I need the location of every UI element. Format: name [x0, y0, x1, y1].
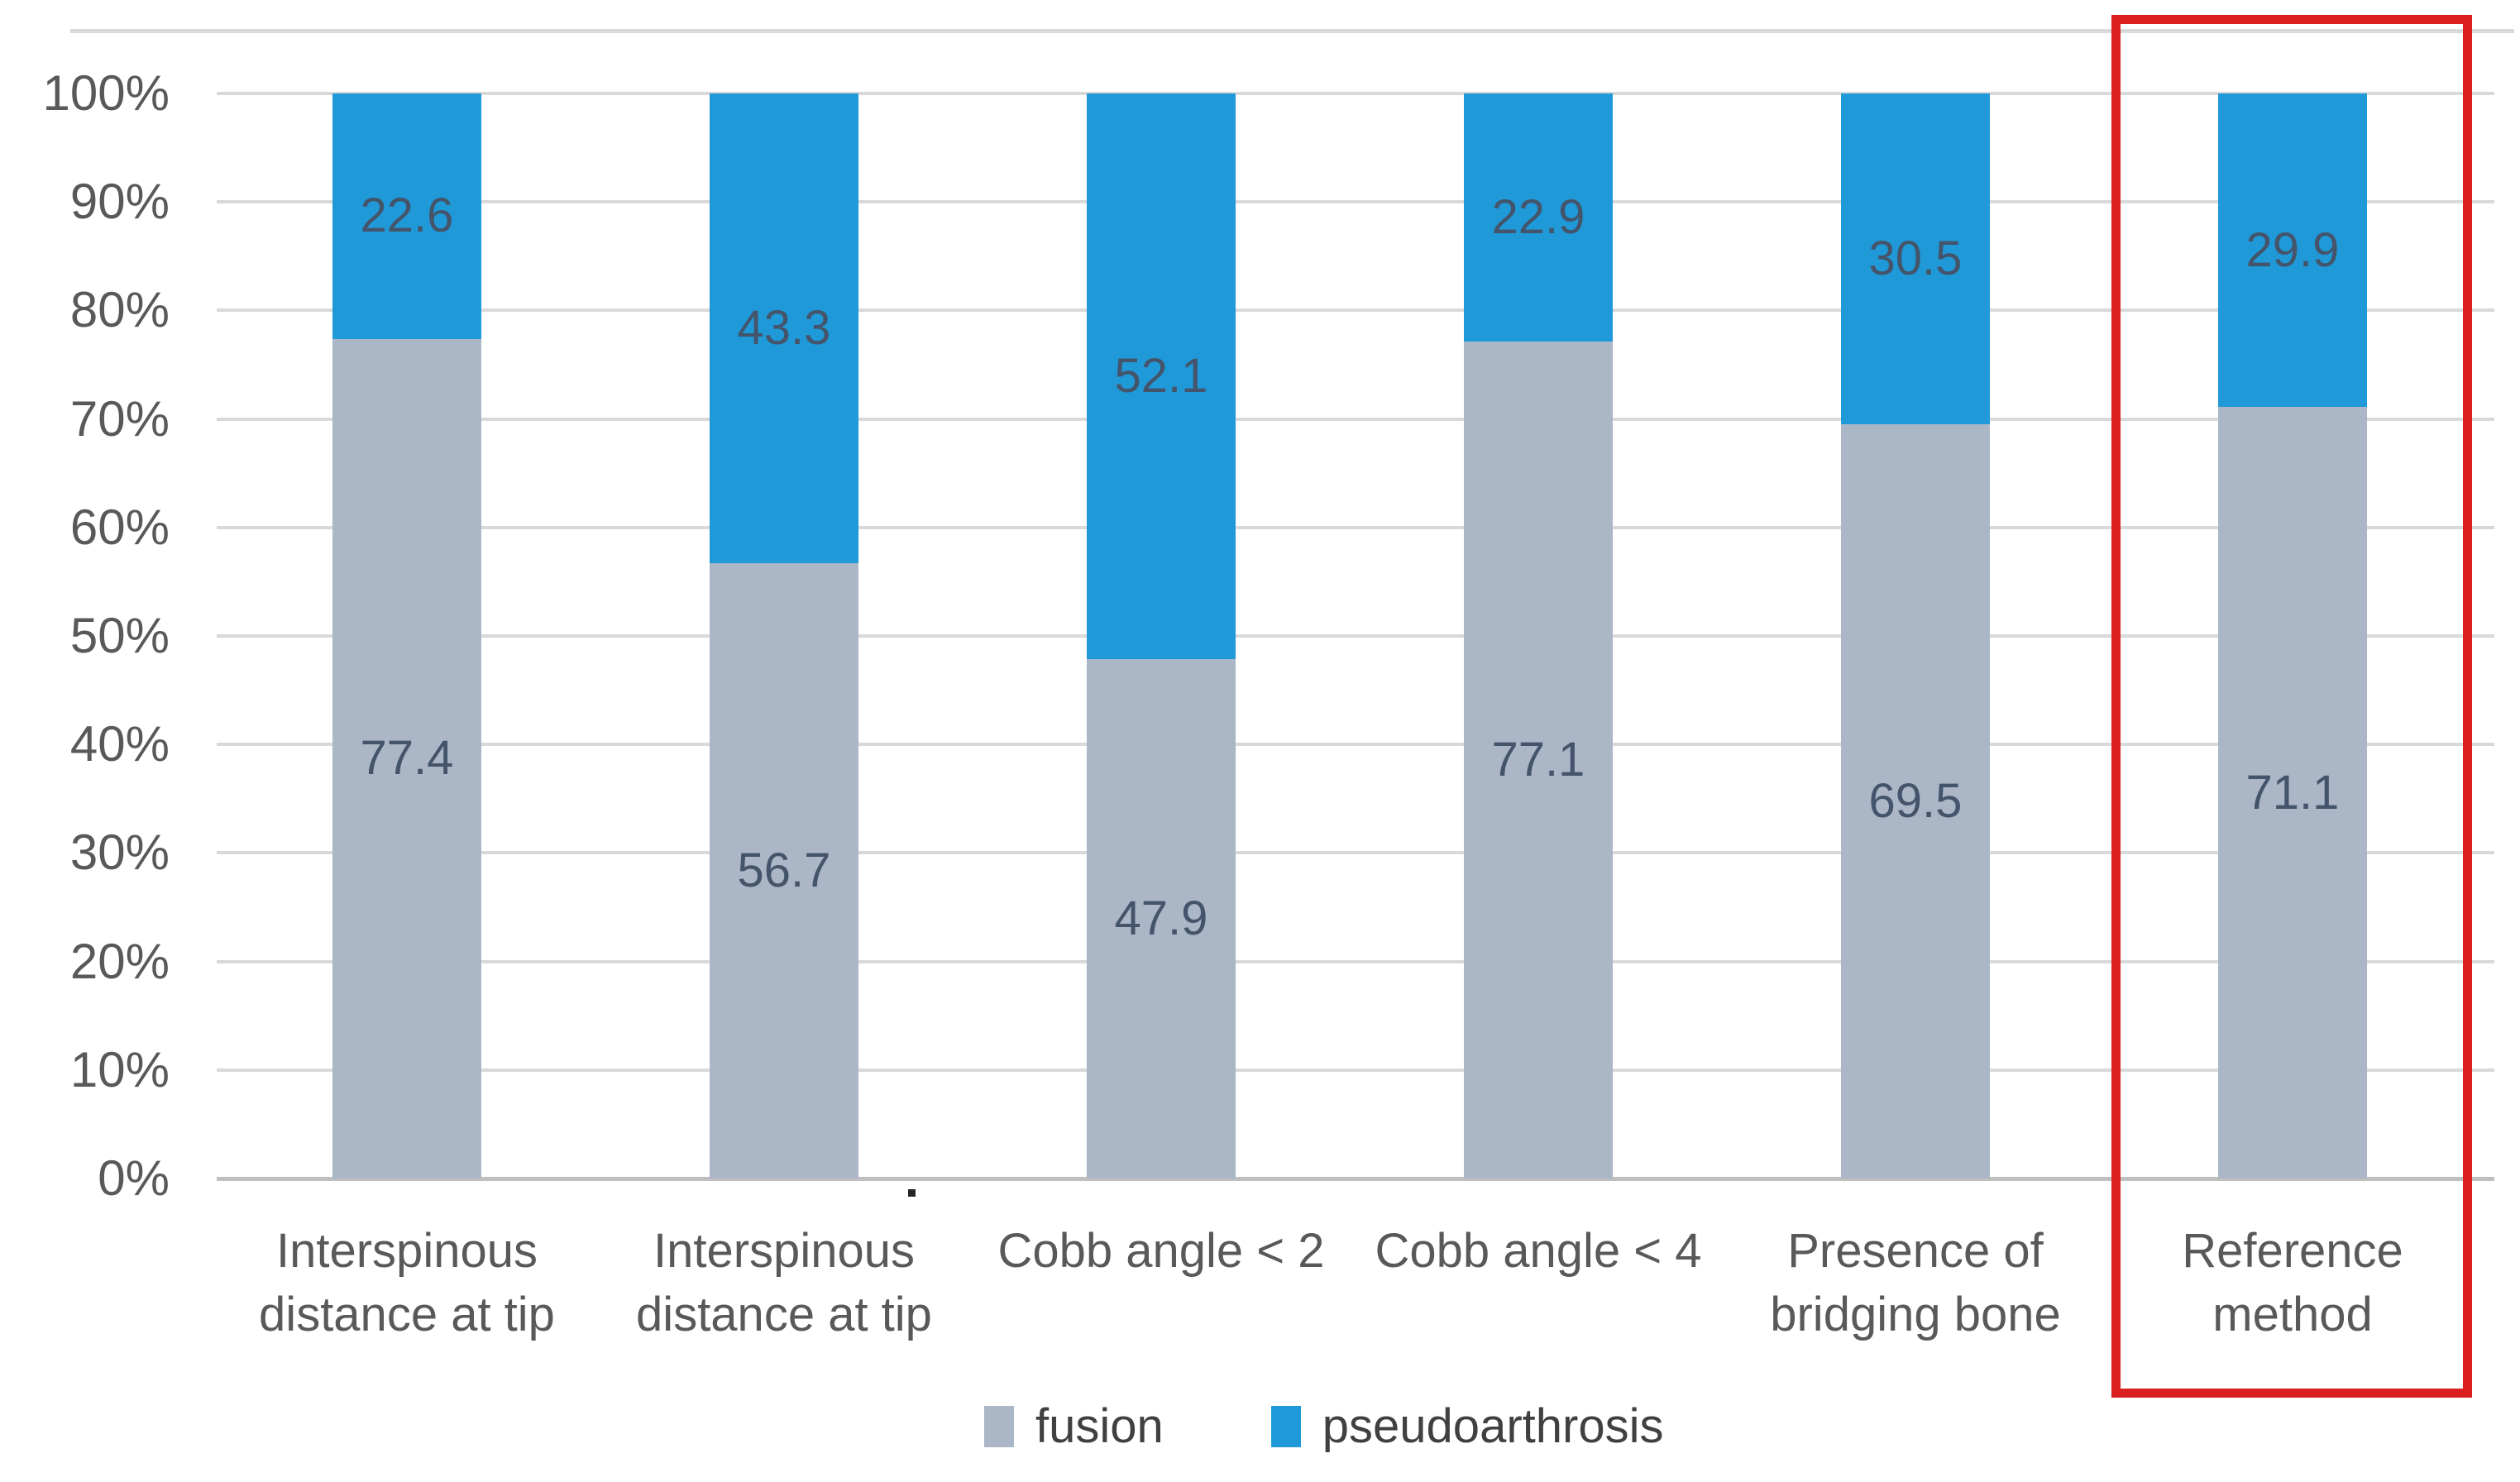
bar-segment-pseudoarthrosis: [2218, 93, 2367, 408]
gridline-70%: [217, 417, 2494, 421]
bar-segment-pseudoarthrosis: [1464, 93, 1613, 342]
y-tick-label-80%: 80%: [69, 282, 170, 338]
category-label-line: bridging bone: [1770, 1288, 2061, 1341]
category-label: Presence of bridging bone: [1725, 1219, 2106, 1346]
data-label-fusion: 77.1: [1491, 733, 1585, 787]
bar-segment-fusion: [1087, 658, 1236, 1178]
bar-segment-pseudoarthrosis: [1841, 93, 1990, 425]
category-label-line: Cobb angle < 4: [1375, 1224, 1702, 1278]
bar-segment-pseudoarthrosis: [710, 93, 858, 564]
gridline-20%: [217, 959, 2494, 963]
legend-swatch-pseudoarthrosis: [1270, 1406, 1301, 1447]
legend: fusion pseudoarthrosis: [984, 1400, 1663, 1453]
chart-top-border: [70, 29, 2514, 33]
category-label-line: method: [2212, 1288, 2373, 1341]
data-label-pseudoarthrosis: 30.5: [1868, 232, 1963, 286]
gridline-30%: [217, 851, 2494, 855]
y-tick-label-40%: 40%: [69, 716, 170, 772]
bar-segment-fusion: [1464, 342, 1613, 1178]
category-label-line: distance at tip: [636, 1288, 932, 1341]
data-label-pseudoarthrosis: 22.9: [1491, 190, 1585, 245]
category-label: Interspinous distance at tip: [594, 1219, 974, 1346]
category-label-line: Reference: [2182, 1224, 2403, 1278]
y-tick-label-10%: 10%: [69, 1041, 170, 1097]
y-tick-label-50%: 50%: [69, 608, 170, 663]
gridline-50%: [217, 634, 2494, 638]
y-tick-label-60%: 60%: [69, 499, 170, 555]
data-label-pseudoarthrosis: 52.1: [1114, 348, 1208, 403]
legend-label-fusion: fusion: [1035, 1399, 1164, 1453]
category-label: Cobb angle < 4: [1348, 1219, 1729, 1283]
data-label-fusion: 69.5: [1868, 774, 1963, 829]
y-tick-label-0%: 0%: [98, 1150, 170, 1206]
category-label-line: Presence of: [1787, 1224, 2044, 1278]
category-label: Interspinous distance at tip: [217, 1219, 597, 1346]
legend-label-pseudoarthrosis: pseudoarthrosis: [1322, 1399, 1664, 1453]
category-label: Reference method: [2102, 1219, 2483, 1346]
category-label-line: distance at tip: [259, 1288, 555, 1341]
gridline-40%: [217, 743, 2494, 747]
y-tick-label-70%: 70%: [69, 390, 170, 447]
stray-dot-artifact: [908, 1189, 916, 1197]
category-label-line: Interspinous: [653, 1224, 915, 1278]
gridline-10%: [217, 1068, 2494, 1072]
data-label-fusion: 56.7: [737, 844, 831, 898]
legend-swatch-fusion: [984, 1406, 1014, 1447]
bar-segment-pseudoarthrosis: [332, 93, 481, 339]
y-tick-label-90%: 90%: [69, 174, 170, 230]
gridline-90%: [217, 200, 2494, 204]
category-label-line: Cobb angle < 2: [997, 1224, 1325, 1278]
data-label-fusion: 77.4: [360, 731, 454, 786]
data-label-pseudoarthrosis: 29.9: [2245, 222, 2340, 277]
bar-segment-fusion: [1841, 424, 1990, 1178]
bar-segment-fusion: [2218, 407, 2367, 1178]
highlight-box-reference-method: [2111, 15, 2472, 1398]
data-label-fusion: 47.9: [1114, 891, 1208, 945]
category-label-line: Interspinous: [276, 1224, 538, 1278]
y-tick-label-20%: 20%: [69, 933, 170, 989]
gridline-0%: [217, 1177, 2494, 1181]
legend-item-fusion: fusion: [984, 1400, 1164, 1453]
category-label: Cobb angle < 2: [971, 1219, 1351, 1283]
data-label-pseudoarthrosis: 22.6: [360, 189, 454, 243]
y-tick-label-30%: 30%: [69, 825, 170, 881]
data-label-pseudoarthrosis: 43.3: [737, 301, 831, 356]
bar-segment-pseudoarthrosis: [1087, 93, 1236, 659]
y-tick-label-100%: 100%: [42, 65, 170, 121]
gridline-60%: [217, 525, 2494, 529]
data-label-fusion: 71.1: [2245, 765, 2340, 820]
legend-item-pseudoarthrosis: pseudoarthrosis: [1270, 1399, 1664, 1453]
bar-segment-fusion: [710, 563, 858, 1178]
bar-segment-fusion: [332, 338, 481, 1178]
gridline-100%: [217, 92, 2494, 95]
gridline-80%: [217, 308, 2494, 313]
